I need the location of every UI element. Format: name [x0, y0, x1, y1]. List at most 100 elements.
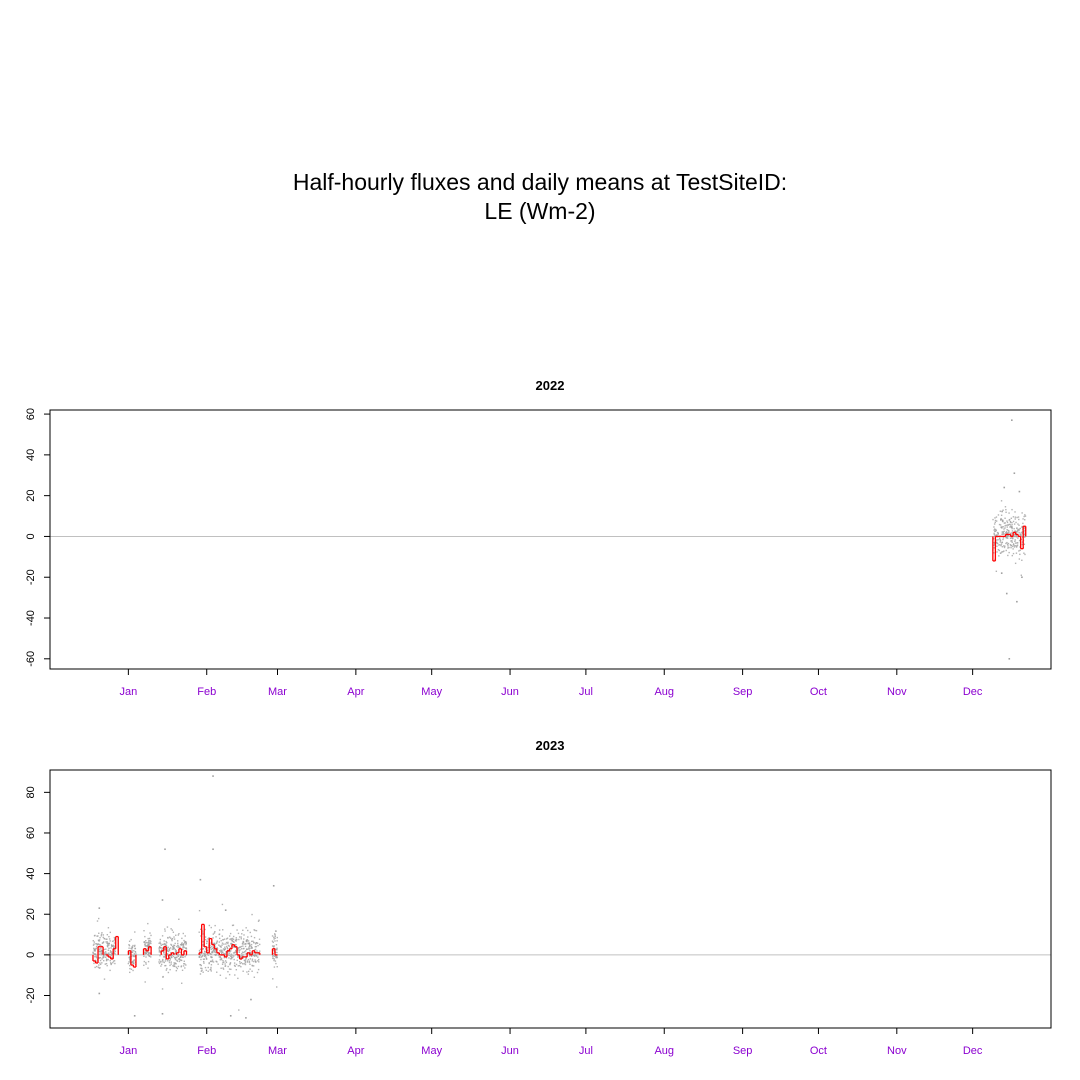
data-point	[1022, 518, 1024, 520]
data-point	[177, 942, 179, 945]
data-point	[135, 953, 137, 955]
data-point	[996, 545, 998, 547]
data-point	[219, 974, 222, 976]
data-point	[185, 942, 187, 945]
data-point	[160, 946, 162, 949]
data-point	[147, 967, 149, 969]
data-point	[992, 518, 994, 521]
y-tick-label: 40	[25, 867, 37, 879]
data-point	[1017, 516, 1020, 518]
data-point	[230, 939, 233, 941]
data-point	[1006, 528, 1008, 531]
data-point	[143, 955, 145, 957]
data-point	[94, 948, 96, 951]
data-point	[111, 940, 114, 943]
data-point	[164, 928, 166, 930]
data-point	[242, 945, 244, 947]
data-point	[99, 959, 102, 962]
data-point	[92, 951, 94, 954]
data-point	[219, 945, 221, 947]
data-point	[129, 967, 131, 970]
data-point	[995, 541, 998, 543]
data-point	[109, 950, 112, 952]
data-point	[163, 961, 166, 964]
data-point	[1001, 527, 1003, 529]
data-point	[276, 986, 278, 988]
data-point	[148, 955, 151, 957]
plot-content	[50, 419, 1051, 660]
data-point	[98, 939, 101, 941]
data-point	[252, 965, 255, 967]
data-point	[112, 962, 114, 964]
data-point	[225, 938, 228, 940]
data-point	[1014, 562, 1017, 565]
plot-frame	[49, 409, 1052, 670]
data-point	[1000, 552, 1002, 554]
data-point	[202, 933, 204, 935]
data-point	[105, 941, 107, 943]
data-point	[254, 953, 256, 956]
data-point	[1015, 534, 1018, 537]
data-point	[273, 936, 275, 939]
data-point	[93, 947, 95, 950]
data-point	[200, 928, 202, 931]
data-point	[208, 924, 211, 927]
data-point	[240, 966, 242, 968]
data-point	[106, 945, 109, 947]
data-point	[251, 947, 253, 949]
data-point	[1000, 518, 1003, 521]
data-point	[98, 953, 101, 955]
data-point	[1017, 523, 1019, 525]
data-point	[175, 950, 178, 952]
data-point	[995, 516, 998, 518]
data-point	[220, 951, 223, 953]
data-point	[1013, 534, 1016, 536]
data-point	[133, 945, 136, 948]
data-point	[255, 954, 258, 957]
data-point	[1012, 552, 1015, 555]
data-point	[245, 958, 247, 960]
data-point	[232, 952, 235, 954]
data-point	[996, 539, 998, 541]
data-point	[247, 973, 250, 975]
data-point	[204, 953, 206, 955]
data-point	[164, 953, 166, 956]
data-point	[1007, 524, 1009, 526]
data-point	[255, 961, 257, 963]
data-point	[111, 945, 114, 947]
data-point	[100, 935, 102, 937]
data-point	[1011, 522, 1013, 524]
data-point	[246, 971, 248, 973]
data-point	[204, 936, 207, 938]
data-point	[98, 992, 101, 995]
data-point	[106, 945, 109, 948]
data-point	[183, 946, 185, 948]
data-point	[223, 953, 225, 955]
data-point	[221, 903, 224, 906]
data-point	[1000, 514, 1003, 516]
data-point	[164, 948, 167, 950]
data-point	[231, 940, 234, 942]
data-point	[103, 948, 105, 951]
data-point	[1011, 540, 1013, 542]
data-point	[228, 957, 230, 959]
data-point	[223, 938, 226, 940]
data-point	[167, 937, 169, 939]
data-point	[164, 944, 166, 946]
data-point	[237, 955, 239, 957]
data-point	[249, 945, 251, 947]
data-point	[1021, 576, 1023, 579]
data-point	[158, 962, 161, 965]
data-point	[110, 954, 112, 957]
data-point	[211, 945, 213, 948]
data-point	[240, 956, 242, 959]
data-point	[150, 940, 152, 943]
data-point	[1014, 511, 1016, 513]
data-point	[145, 940, 147, 942]
data-point	[181, 956, 184, 958]
data-point	[168, 960, 170, 962]
data-point	[1009, 523, 1011, 526]
data-point	[106, 941, 108, 943]
data-point	[1002, 519, 1004, 521]
data-point	[234, 939, 237, 941]
